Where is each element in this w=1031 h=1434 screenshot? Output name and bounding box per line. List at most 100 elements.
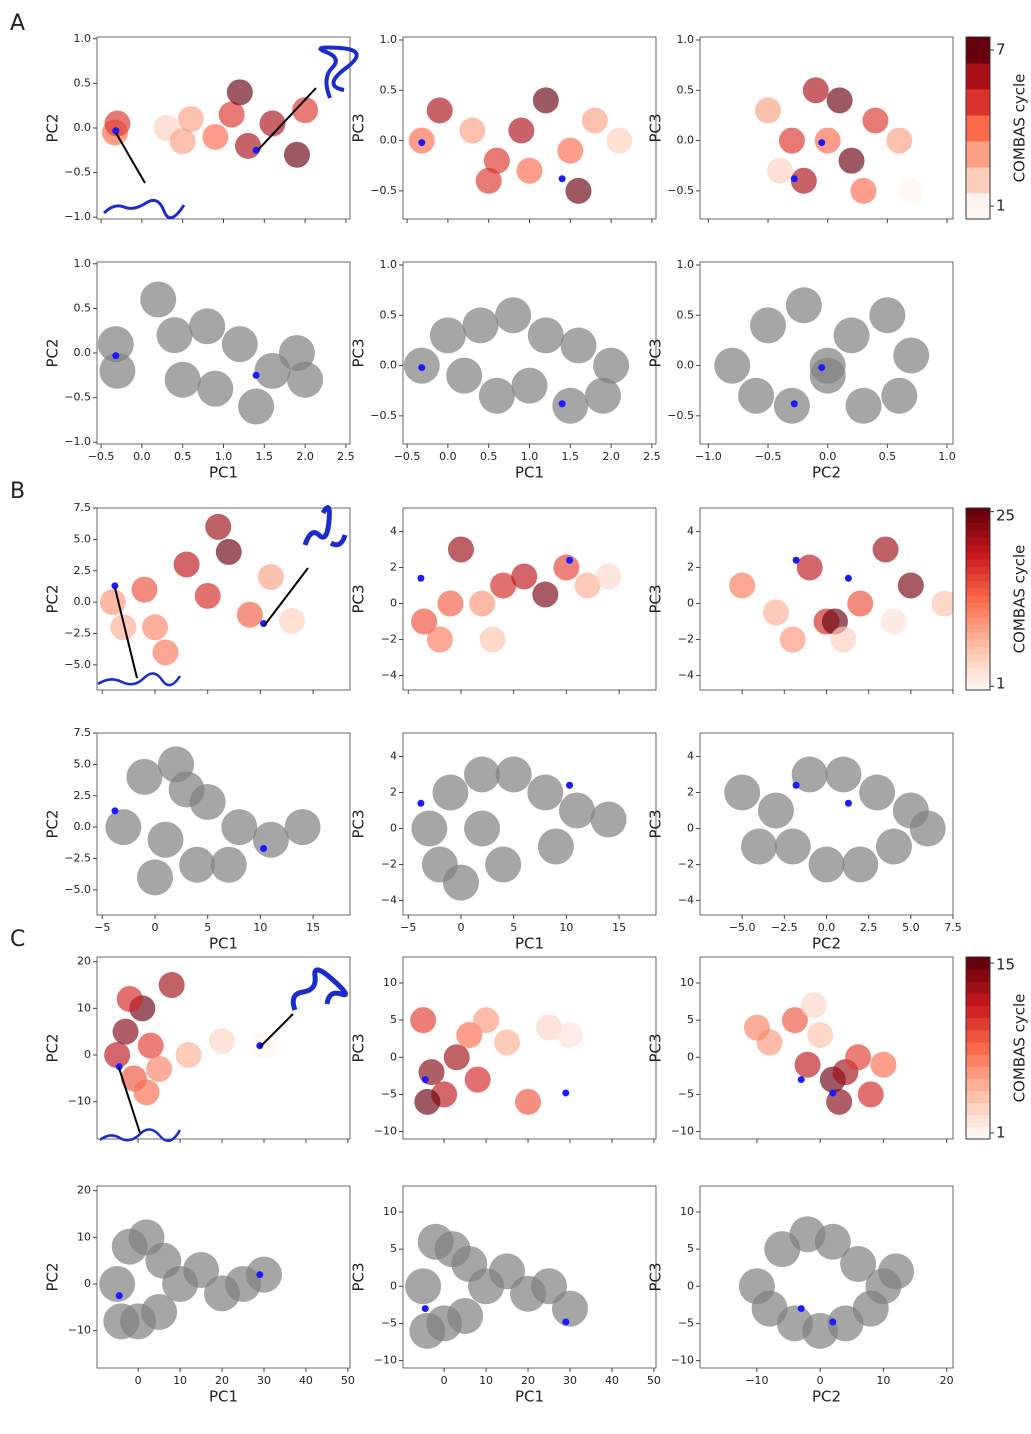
sample-point (99, 1266, 136, 1302)
y-tick-label: 0 (84, 1277, 91, 1290)
sample-point (738, 377, 775, 414)
highlight-point (112, 352, 120, 360)
cycle-point (475, 167, 502, 194)
cycle-point (414, 1088, 441, 1115)
x-tick-label: 10 (479, 1374, 493, 1387)
y-tick-label: −2 (381, 858, 397, 871)
sample-point (875, 828, 912, 865)
sample-point (221, 809, 258, 846)
colorbar-level (966, 193, 990, 220)
sample-point (197, 370, 234, 407)
y-tick-label: 4 (687, 749, 694, 762)
y-tick-label: −2 (381, 633, 397, 646)
x-tick-label: 10 (876, 1374, 890, 1387)
sample-point (164, 361, 201, 398)
x-tick-label: 2.5 (643, 450, 661, 463)
cycle-point (847, 590, 874, 617)
y-tick-label: 0.0 (677, 134, 695, 147)
x-tick-label: 5 (510, 921, 517, 934)
cycle-point (532, 581, 559, 608)
panel-frame (402, 1185, 657, 1369)
sample-point (126, 758, 163, 795)
y-tick-label: −0.5 (667, 184, 694, 197)
cycle-point (410, 1007, 437, 1034)
x-tick-label: 1.5 (256, 450, 274, 463)
x-tick-label: −5 (94, 921, 110, 934)
sample-point (840, 1246, 877, 1282)
cycle-point (443, 1044, 470, 1071)
sample-point (878, 1253, 915, 1290)
colorbar-level (966, 1066, 990, 1079)
highlight-point (558, 400, 566, 408)
highlight-point (792, 781, 800, 789)
x-tick-label: 0.0 (439, 450, 457, 463)
cycle-point (104, 1042, 131, 1068)
colorbar-level (966, 1114, 990, 1128)
cycle-point (897, 572, 924, 599)
y-tick-label: 2 (390, 785, 397, 798)
highlight-point (112, 127, 120, 135)
cycle-point (862, 107, 889, 134)
colorbar-level (966, 981, 990, 994)
x-tick-label: 40 (605, 1374, 619, 1387)
x-tick-label: 20 (521, 1374, 535, 1387)
cycle-point (553, 554, 580, 581)
cycle-point (112, 1018, 139, 1045)
cycle-point (133, 1079, 160, 1106)
y-tick-label: 0 (390, 1279, 397, 1292)
colorbar-level (966, 1126, 990, 1140)
x-axis-label: PC2 (812, 464, 841, 482)
colorbar-level (966, 609, 990, 618)
x-tick-label: 10 (253, 921, 267, 934)
panel: −10 −5 0 5 10 PC3 (350, 956, 657, 1143)
y-tick-label: −2.5 (64, 852, 91, 865)
structure-inset (97, 672, 182, 687)
x-tick-label: −0.5 (88, 450, 115, 463)
sample-point (842, 846, 879, 883)
highlight-point (829, 1318, 837, 1326)
y-tick-label: 4 (390, 524, 397, 537)
y-axis-label: PC3 (350, 113, 368, 142)
point-cloud (410, 1007, 583, 1115)
highlight-point (418, 139, 426, 147)
sample-point (97, 326, 134, 363)
cycle-point (802, 77, 829, 104)
y-tick-label: −1.0 (64, 435, 91, 448)
sample-point (462, 307, 499, 344)
x-tick-label: 50 (647, 1374, 661, 1387)
colorbar-level (966, 957, 990, 970)
panel-frame (96, 1185, 351, 1369)
cycle-point (469, 590, 496, 617)
sample-point (590, 801, 627, 838)
panel: −4 −2 0 2 4 PC3 (350, 507, 657, 694)
y-tick-label: 0 (687, 822, 694, 835)
cycle-point (515, 1088, 542, 1115)
y-axis-label: PC3 (647, 1033, 665, 1062)
y-tick-label: 0.0 (74, 121, 92, 134)
point-cloud (403, 297, 630, 424)
colorbar-level (966, 1054, 990, 1067)
colorbar-level (966, 631, 990, 640)
sample-point (584, 377, 621, 414)
x-tick-label: 0.5 (879, 450, 897, 463)
cycle-point (158, 972, 185, 998)
colorbar-level (966, 558, 990, 567)
y-tick-label: 1.0 (380, 33, 398, 46)
x-axis-label: PC1 (515, 464, 544, 482)
sample-point (808, 846, 845, 883)
sample-point (140, 281, 177, 318)
sample-point (757, 792, 794, 829)
y-tick-label: 0 (84, 1048, 91, 1061)
cycle-point (437, 590, 464, 617)
structure-inset (99, 1128, 182, 1143)
cycle-point (532, 87, 559, 114)
cycle-point (743, 1014, 770, 1041)
x-tick-label: 0.0 (819, 450, 837, 463)
cycle-point (456, 1022, 483, 1048)
sample-point (485, 846, 522, 883)
y-tick-label: 0.0 (74, 820, 92, 833)
colorbar-tick-label: 1 (996, 197, 1006, 215)
y-tick-label: 1.0 (677, 33, 695, 46)
y-tick-label: 10 (77, 1230, 91, 1243)
cycle-point (790, 167, 817, 194)
